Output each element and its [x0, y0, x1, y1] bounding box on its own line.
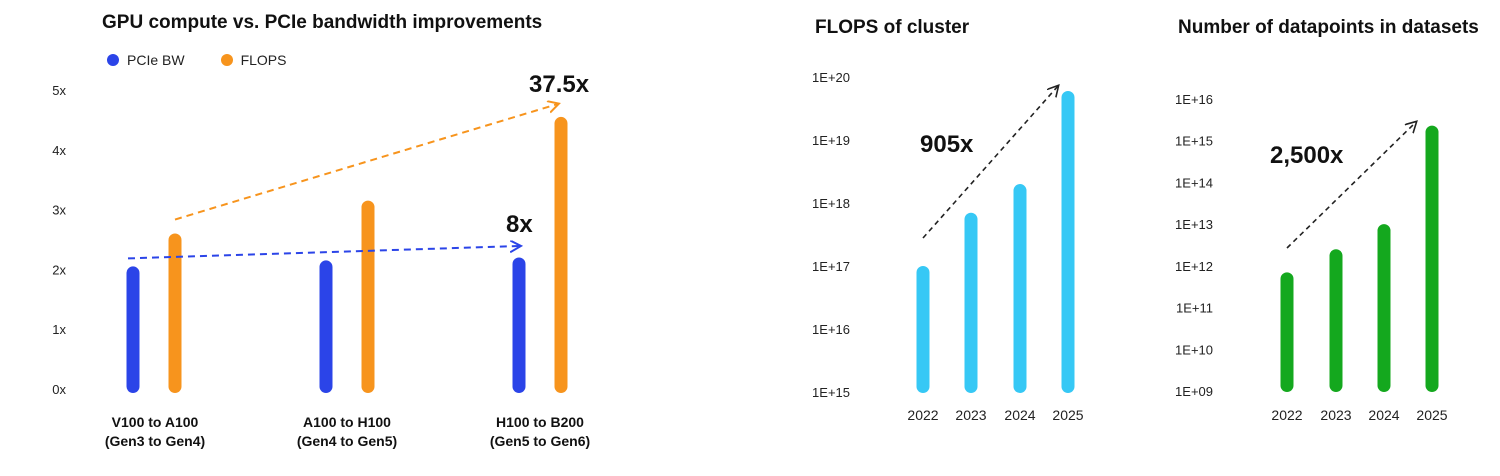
bar-pcie-bw [512, 257, 526, 393]
y-tick-label: 1E+16 [1175, 92, 1213, 107]
chart2-plot: 1E+15 1E+16 1E+17 1E+18 1E+19 1E+20 2022 2023 20… [812, 70, 1084, 423]
bar-2023 [964, 212, 978, 393]
y-tick-label: 4x [52, 143, 66, 158]
bar-2025 [1061, 90, 1075, 393]
y-tick-label: 1E+20 [812, 70, 850, 85]
y-tick-label: 1x [52, 322, 66, 337]
chart1-legend: PCIe BW FLOPS [107, 52, 322, 68]
flops-multiplier-label: 37.5x [529, 71, 590, 98]
x-tick-label: 2022 [1271, 407, 1302, 423]
pcie-trend-arrow [127, 246, 520, 260]
trend-arrow [922, 86, 1058, 239]
x-tick-label: 2023 [1320, 407, 1351, 423]
x-category-label: (Gen3 to Gen4) [105, 433, 205, 449]
x-tick-label: 2024 [1368, 407, 1399, 423]
legend-swatch-pcie [107, 54, 119, 66]
chart3-title: Number of datapoints in datasets [1178, 17, 1479, 38]
y-tick-label: 1E+15 [1175, 134, 1213, 149]
bar-2024 [1013, 184, 1027, 393]
y-tick-label: 1E+10 [1175, 342, 1213, 357]
multiplier-label: 905x [920, 131, 974, 158]
y-tick-label: 1E+09 [1175, 384, 1213, 399]
trend-arrow [1286, 122, 1416, 249]
bar-2024 [1377, 224, 1391, 392]
chart2-title: FLOPS of cluster [815, 17, 970, 38]
chart1-plot: 0x 1x 2x 3x 4x 5x V100 to A100 (Gen3 to Gen4) A1… [52, 71, 590, 449]
bar-pcie-bw [126, 266, 140, 393]
x-tick-label: 2024 [1004, 407, 1035, 423]
y-tick-label: 1E+14 [1175, 175, 1213, 190]
x-category-label: A100 to H100 [303, 414, 391, 430]
x-tick-label: 2025 [1052, 407, 1083, 423]
y-tick-label: 1E+13 [1175, 217, 1213, 232]
x-category-label: (Gen4 to Gen5) [297, 433, 397, 449]
x-category-label: (Gen5 to Gen6) [490, 433, 590, 449]
y-tick-label: 1E+11 [1176, 301, 1213, 316]
bar-2022 [1280, 272, 1294, 392]
pcie-multiplier-label: 8x [506, 211, 533, 238]
y-tick-label: 1E+18 [812, 196, 850, 211]
bar-flops [554, 116, 568, 393]
y-tick-label: 1E+16 [812, 322, 850, 337]
legend-item-flops: FLOPS [220, 52, 287, 68]
bar-flops [361, 200, 375, 393]
x-category-label: H100 to B200 [496, 414, 584, 430]
bar-2022 [916, 266, 930, 393]
y-tick-label: 1E+19 [812, 133, 850, 148]
legend-label-pcie: PCIe BW [127, 52, 185, 68]
chart3-plot: 1E+09 1E+10 1E+11 1E+12 1E+13 1E+14 1E+15 1E+16… [1175, 92, 1448, 423]
bar-2023 [1329, 249, 1343, 392]
x-tick-label: 2022 [907, 407, 938, 423]
flops-trend-arrow [174, 104, 558, 221]
chart1-title: GPU compute vs. PCIe bandwidth improveme… [102, 12, 543, 33]
bar-pcie-bw [319, 260, 333, 393]
y-tick-label: 5x [52, 83, 66, 98]
y-tick-label: 3x [52, 203, 66, 218]
x-tick-label: 2025 [1416, 407, 1447, 423]
y-tick-label: 2x [52, 262, 66, 277]
bar-2025 [1425, 125, 1439, 393]
multiplier-label: 2,500x [1270, 142, 1344, 169]
y-tick-label: 1E+17 [812, 259, 850, 274]
y-tick-label: 1E+15 [812, 385, 850, 400]
y-tick-label: 1E+12 [1175, 259, 1213, 274]
bar-flops [168, 233, 182, 393]
legend-swatch-flops [220, 54, 233, 66]
legend-label-flops: FLOPS [240, 52, 287, 68]
legend-item-pcie: PCIe BW [107, 52, 185, 68]
x-category-label: V100 to A100 [112, 414, 199, 430]
y-tick-label: 0x [52, 382, 66, 397]
x-tick-label: 2023 [955, 407, 986, 423]
